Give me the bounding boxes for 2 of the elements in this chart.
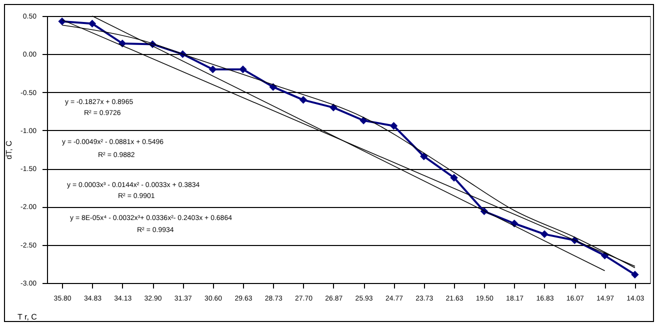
x-axis-title: T r, C xyxy=(18,312,38,322)
y-axis-title: dT, C xyxy=(4,140,14,160)
